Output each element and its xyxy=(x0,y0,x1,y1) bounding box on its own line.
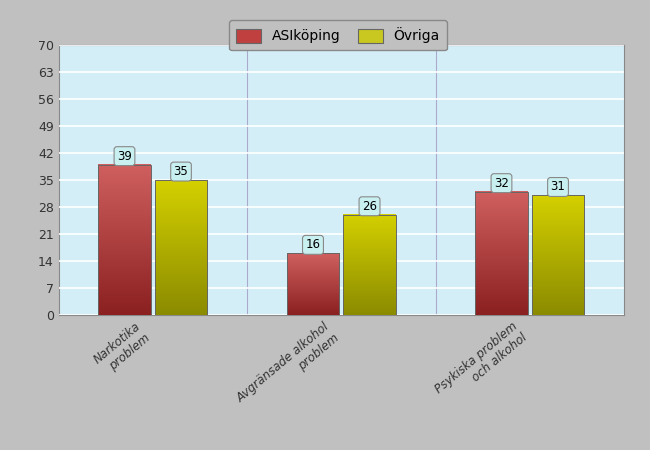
Text: 16: 16 xyxy=(306,238,320,252)
Text: 39: 39 xyxy=(117,150,132,162)
Bar xyxy=(98,165,151,315)
Bar xyxy=(475,192,528,315)
Bar xyxy=(287,253,339,315)
Text: 26: 26 xyxy=(362,200,377,213)
Bar xyxy=(343,215,396,315)
Text: 32: 32 xyxy=(494,177,509,189)
Bar xyxy=(532,195,584,315)
Text: 31: 31 xyxy=(551,180,566,194)
Text: 35: 35 xyxy=(174,165,188,178)
Legend: ASIköping, Övriga: ASIköping, Övriga xyxy=(229,20,447,50)
Bar xyxy=(155,180,207,315)
